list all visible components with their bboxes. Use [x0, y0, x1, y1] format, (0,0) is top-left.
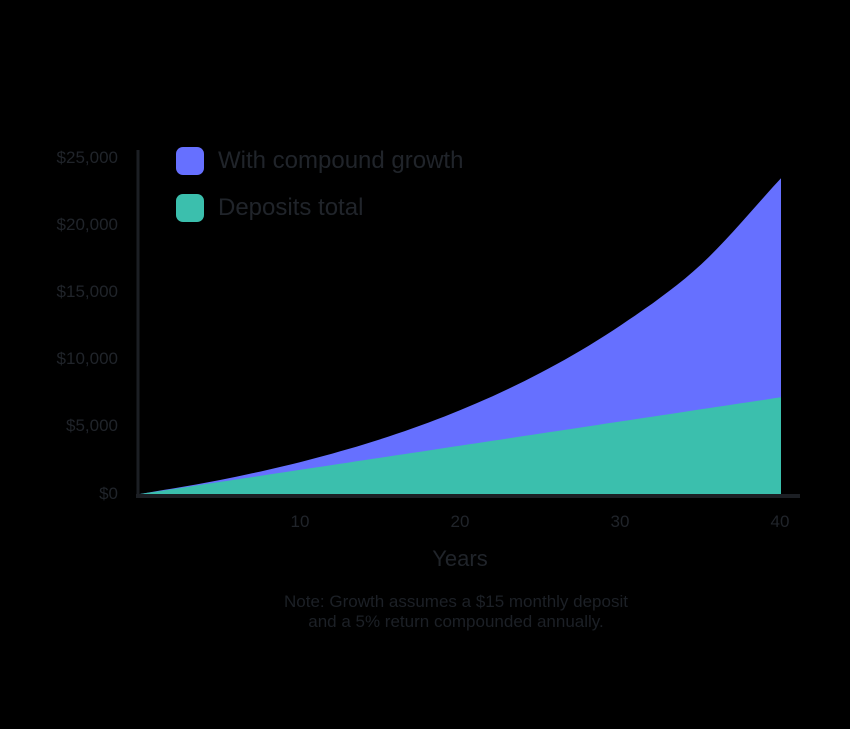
legend: With compound growth Deposits total [176, 146, 463, 240]
legend-swatch-compound [176, 147, 204, 175]
legend-item-compound: With compound growth [176, 146, 463, 176]
legend-swatch-deposits [176, 194, 204, 222]
y-tick-label: $5,000 [66, 416, 118, 435]
y-tick-label: $10,000 [56, 349, 118, 368]
x-tick-label: 20 [450, 512, 470, 531]
legend-label: With compound growth [218, 147, 464, 174]
note-line-2: and a 5% return compounded annually. [308, 612, 604, 631]
y-tick-label: $20,000 [56, 215, 118, 234]
chart-note: Note: Growth assumes a $15 monthly depos… [236, 592, 676, 632]
legend-label: Deposits total [218, 194, 364, 221]
x-axis-title: Years [432, 546, 488, 571]
x-tick-label: 30 [610, 512, 630, 531]
deposits-area [140, 397, 781, 494]
legend-item-deposits: Deposits total [176, 193, 463, 223]
x-tick-label: 40 [770, 512, 790, 531]
y-tick-label: $25,000 [56, 148, 118, 167]
y-tick-label: $0 [99, 484, 118, 503]
note-line-1: Note: Growth assumes a $15 monthly depos… [284, 592, 628, 611]
x-tick-label: 10 [290, 512, 310, 531]
y-tick-label: $15,000 [56, 282, 118, 301]
compound-growth-area [140, 178, 781, 494]
